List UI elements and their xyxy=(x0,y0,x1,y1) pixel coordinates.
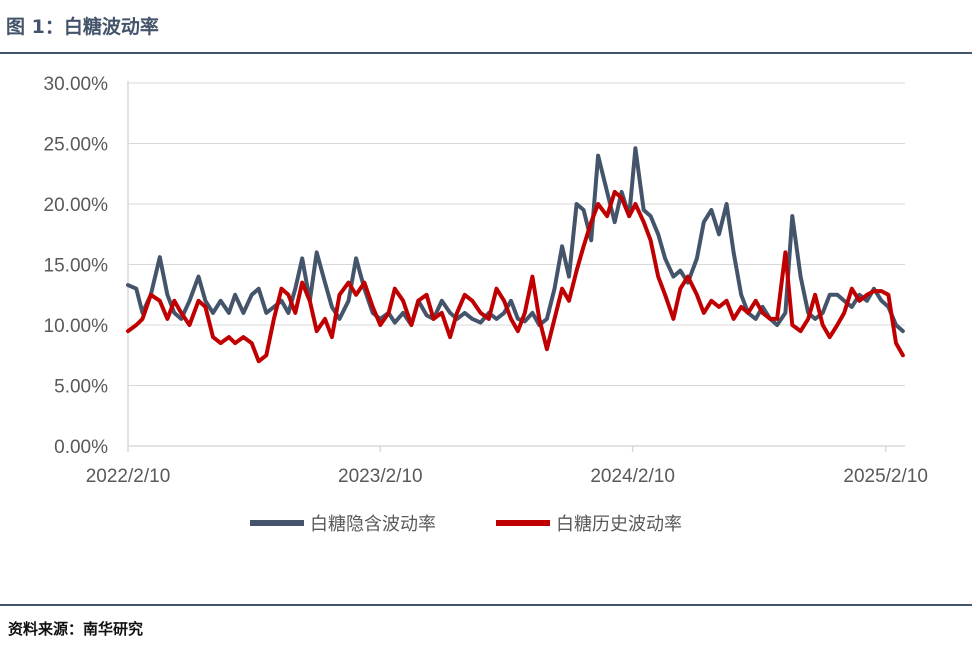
top-rule xyxy=(0,52,972,54)
x-tick-labels: 2022/2/10 2023/2/10 2024/2/10 2025/2/10 xyxy=(86,466,928,487)
series-implied-volatility xyxy=(126,146,905,334)
y-tick-label: 0.00% xyxy=(54,437,108,458)
x-tick-label: 2025/2/10 xyxy=(843,466,928,487)
series-lines xyxy=(126,146,905,364)
figure-source: 资料来源：南华研究 xyxy=(8,620,144,638)
legend-label-historical: 白糖历史波动率 xyxy=(556,514,682,535)
y-tick-label: 25.00% xyxy=(44,135,109,156)
bottom-rule xyxy=(0,604,972,606)
x-tick-label: 2022/2/10 xyxy=(86,466,171,487)
axes xyxy=(127,81,905,452)
y-tick-label: 15.00% xyxy=(44,256,109,277)
y-tick-label: 30.00% xyxy=(44,74,109,95)
legend-label-implied: 白糖隐含波动率 xyxy=(310,514,436,535)
y-tick-label: 20.00% xyxy=(44,195,109,216)
legend: 白糖隐含波动率 白糖历史波动率 xyxy=(250,514,682,535)
series-historical-volatility xyxy=(126,189,905,364)
figure-title: 图 1：白糖波动率 xyxy=(6,16,159,38)
y-tick-label: 5.00% xyxy=(54,377,108,398)
x-tick-label: 2024/2/10 xyxy=(590,466,675,487)
x-tick-label: 2023/2/10 xyxy=(338,466,423,487)
y-tick-labels: 0.00% 5.00% 10.00% 15.00% 20.00% 25.00% 30.00% xyxy=(44,74,109,458)
grid-lines xyxy=(128,82,905,386)
y-tick-label: 10.00% xyxy=(44,316,109,337)
